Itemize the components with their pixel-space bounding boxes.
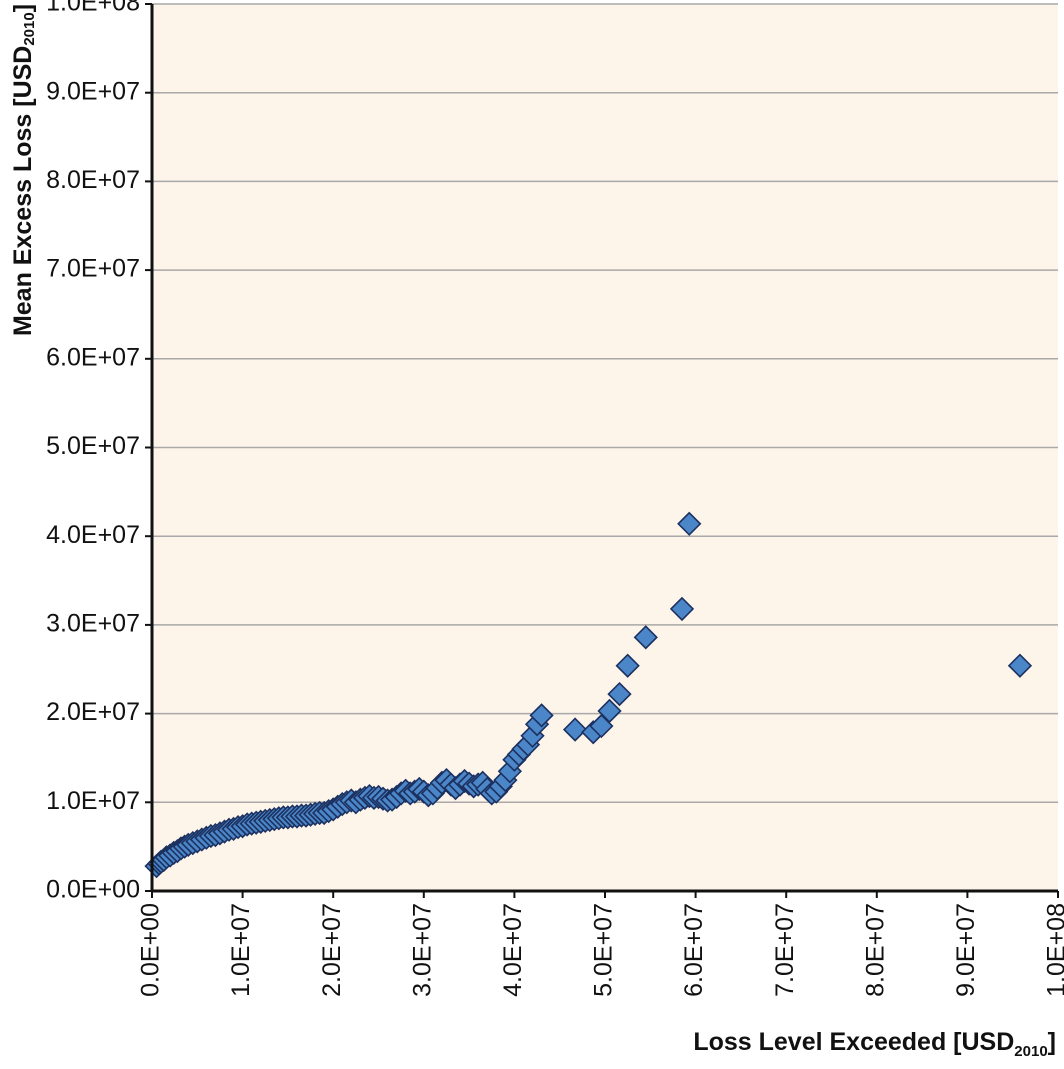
x-tick-label: 1.0E+08 [1043,903,1064,997]
data-point [1007,653,1033,678]
y-axis-ticks: 0.0E+00 1.0E+07 2.0E+07 3.0E+07 4.0E+07 5.0E+… [46,0,152,904]
x-tick-label: 3.0E+07 [408,903,436,997]
y-tick-label: 8.0E+07 [46,166,140,194]
data-point [589,713,614,739]
data-point [677,511,702,536]
data-point [562,717,588,742]
x-tick-label: 7.0E+07 [771,903,799,997]
y-tick-label: 9.0E+07 [46,77,140,105]
data-point [597,698,622,724]
y-tick-label: 7.0E+07 [46,255,140,283]
y-tick-label: 6.0E+07 [46,343,140,371]
y-tick-label: 0.0E+00 [46,876,140,904]
x-tick-label: 5.0E+07 [590,903,618,997]
x-axis-ticks: 0.0E+00 1.0E+07 2.0E+07 3.0E+07 4.0E+07 5.0E+… [137,891,1064,997]
y-tick-label: 1.0E+08 [46,0,140,17]
data-point [607,681,632,707]
x-axis-title: Loss Level Exceeded [USD2010] [693,1028,1056,1060]
x-tick-label: 8.0E+07 [861,903,889,997]
x-tick-label: 6.0E+07 [680,903,708,997]
y-tick-label: 4.0E+07 [46,521,140,549]
data-point [669,596,695,622]
data-point [529,703,554,728]
y-axis-title: Mean Excess Loss [USD2010] [9,4,38,336]
y-tick-label: 2.0E+07 [46,698,140,726]
x-tick-label: 1.0E+07 [227,903,255,997]
x-tick-label: 9.0E+07 [952,903,980,997]
y-tick-label: 5.0E+07 [46,432,140,460]
data-point [615,653,640,678]
data-points [144,511,1033,879]
x-tick-label: 2.0E+07 [318,903,346,997]
data-point [633,625,658,650]
y-tick-label: 3.0E+07 [46,610,140,638]
x-tick-label: 4.0E+07 [499,903,527,997]
y-tick-label: 1.0E+07 [46,787,140,815]
x-tick-label: 0.0E+00 [137,903,165,997]
